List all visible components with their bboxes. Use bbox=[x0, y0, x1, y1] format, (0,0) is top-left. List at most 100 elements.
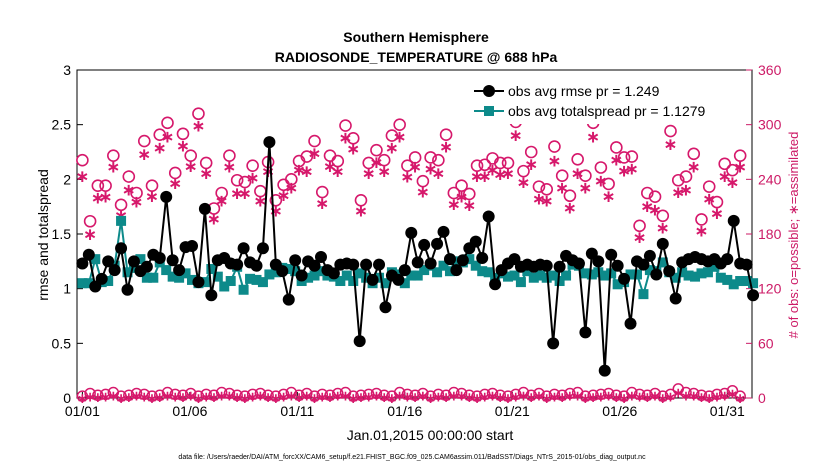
obs-possible-point bbox=[122, 170, 136, 183]
obs-assimilated-point: ∗ bbox=[632, 228, 646, 248]
y-tick-label-right: 240 bbox=[758, 171, 782, 187]
spread-point bbox=[257, 277, 268, 288]
rmse-point bbox=[237, 242, 250, 255]
rmse-point bbox=[469, 235, 482, 248]
obs-bottom-assimilated-point: ∗ bbox=[649, 388, 661, 404]
rmse-point bbox=[192, 276, 205, 289]
obs-possible-point bbox=[385, 129, 399, 142]
rmse-point bbox=[605, 248, 618, 261]
obs-bottom-possible-point bbox=[231, 389, 243, 402]
obs-bottom-assimilated-point: ∗ bbox=[270, 391, 282, 407]
y-tick-label-left: 3 bbox=[63, 62, 71, 78]
obs-assimilated-point: ∗ bbox=[222, 158, 236, 178]
rmse-point bbox=[637, 258, 650, 271]
spread-point bbox=[522, 266, 533, 277]
obs-possible-point bbox=[215, 186, 228, 200]
spread-point bbox=[341, 270, 352, 281]
obs-possible-point bbox=[540, 183, 554, 196]
obs-possible-point bbox=[695, 213, 708, 226]
obs-bottom-possible-point bbox=[270, 390, 282, 402]
rmse-point bbox=[82, 248, 95, 261]
obs-possible-point bbox=[455, 179, 468, 193]
obs-bottom-assimilated-point: ∗ bbox=[580, 391, 592, 407]
obs-possible-point bbox=[362, 156, 376, 170]
obs-possible-point bbox=[594, 161, 608, 174]
obs-assimilated-point: ∗ bbox=[184, 157, 198, 177]
spread-point bbox=[219, 281, 230, 292]
rmse-point bbox=[186, 240, 199, 253]
obs-possible-point bbox=[625, 150, 639, 163]
obs-possible-point bbox=[710, 195, 724, 209]
obs-bottom-assimilated-point: ∗ bbox=[123, 390, 135, 406]
obs-bottom-assimilated-point: ∗ bbox=[177, 390, 189, 406]
obs-bottom-assimilated-point: ∗ bbox=[672, 386, 684, 402]
obs-possible-point bbox=[300, 150, 314, 163]
obs-assimilated-point: ∗ bbox=[447, 195, 461, 215]
spread-point bbox=[315, 266, 326, 277]
obs-bottom-possible-point bbox=[517, 386, 530, 399]
obs-bottom-possible-point bbox=[417, 387, 429, 400]
spread-point bbox=[412, 270, 423, 281]
rmse-point bbox=[295, 269, 308, 282]
obs-assimilated-point: ∗ bbox=[83, 225, 97, 245]
spread-point bbox=[354, 268, 365, 279]
obs-bottom-assimilated-point: ∗ bbox=[239, 391, 251, 407]
obs-bottom-assimilated-point: ∗ bbox=[355, 390, 367, 406]
rmse-point bbox=[250, 259, 263, 272]
obs-possible-point bbox=[370, 143, 383, 157]
obs-possible-point bbox=[354, 193, 368, 207]
obs-bottom-assimilated-point: ∗ bbox=[688, 388, 700, 404]
obs-assimilated-point: ∗ bbox=[454, 188, 468, 208]
y-tick-label-right: 300 bbox=[758, 117, 782, 133]
obs-assimilated-point: ∗ bbox=[199, 164, 213, 184]
obs-bottom-assimilated-point: ∗ bbox=[185, 388, 197, 404]
y-tick-label-right: 60 bbox=[758, 335, 774, 351]
obs-possible-point bbox=[230, 173, 244, 187]
rmse-point bbox=[624, 317, 637, 330]
y-tick-label-left: 0 bbox=[63, 390, 71, 406]
obs-bottom-assimilated-point: ∗ bbox=[247, 389, 259, 405]
rmse-point bbox=[166, 254, 179, 267]
spread-point bbox=[148, 272, 159, 283]
obs-bottom-possible-point bbox=[649, 387, 661, 400]
obs-bottom-possible-point bbox=[486, 387, 499, 400]
obs-bottom-possible-point bbox=[246, 388, 259, 401]
obs-assimilated-point: ∗ bbox=[315, 194, 329, 214]
rmse-point bbox=[443, 253, 456, 266]
obs-bottom-assimilated-point: ∗ bbox=[84, 389, 96, 405]
rmse-point bbox=[669, 292, 682, 305]
obs-possible-point bbox=[308, 134, 321, 148]
rmse-point bbox=[76, 257, 89, 270]
obs-bottom-possible-point bbox=[324, 389, 336, 402]
obs-bottom-possible-point bbox=[370, 387, 383, 400]
x-tick-label: 01/26 bbox=[602, 403, 637, 419]
y-tick-label-left: 0.5 bbox=[52, 335, 72, 351]
obs-bottom-assimilated-point: ∗ bbox=[386, 391, 398, 407]
rmse-point bbox=[289, 254, 302, 267]
obs-possible-point bbox=[447, 186, 461, 200]
obs-possible-point bbox=[633, 219, 646, 233]
obs-bottom-assimilated-point: ∗ bbox=[703, 391, 715, 407]
obs-bottom-assimilated-point: ∗ bbox=[146, 391, 158, 407]
obs-bottom-assimilated-point: ∗ bbox=[425, 391, 437, 407]
obs-bottom-assimilated-point: ∗ bbox=[216, 388, 228, 404]
obs-possible-point bbox=[617, 151, 631, 164]
obs-bottom-possible-point bbox=[401, 388, 414, 401]
spread-point bbox=[199, 277, 210, 288]
obs-possible-point bbox=[478, 158, 492, 172]
obs-bottom-assimilated-point: ∗ bbox=[77, 391, 89, 407]
obs-bottom-possible-point bbox=[540, 390, 553, 402]
rmse-point bbox=[160, 190, 173, 203]
spread-point bbox=[580, 268, 591, 279]
rmse-point bbox=[482, 210, 495, 223]
spread-point bbox=[116, 215, 127, 226]
obs-bottom-assimilated-point: ∗ bbox=[169, 389, 181, 405]
obs-possible-point bbox=[176, 127, 190, 141]
rmse-point bbox=[721, 253, 734, 266]
rmse-point bbox=[347, 258, 360, 271]
spread-point bbox=[625, 269, 636, 280]
spread-point bbox=[606, 268, 617, 279]
obs-bottom-assimilated-point: ∗ bbox=[665, 389, 677, 405]
spread-point bbox=[612, 279, 623, 290]
chart-title: Southern Hemisphere bbox=[343, 29, 489, 45]
